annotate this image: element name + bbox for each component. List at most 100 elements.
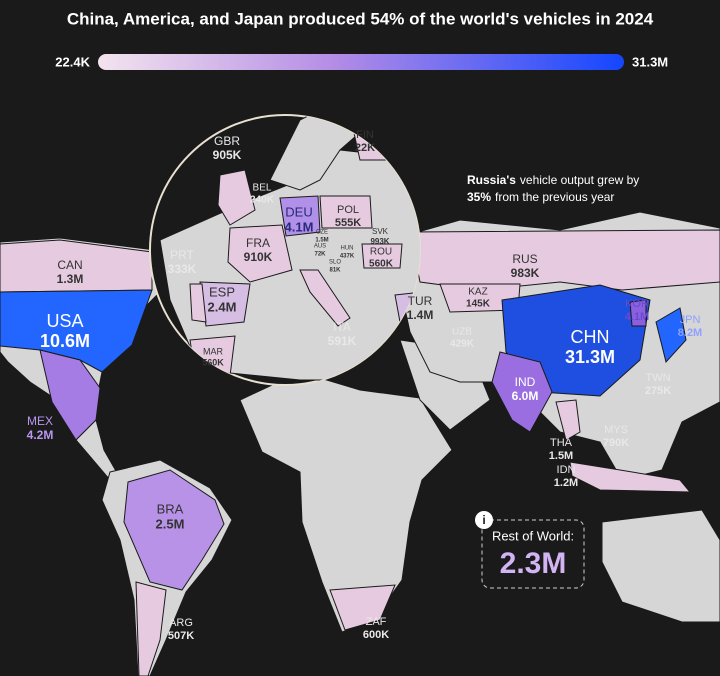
country-code: CHN (571, 327, 610, 347)
legend-max: 31.3M (632, 54, 668, 69)
country-value: 2.5M (156, 516, 185, 531)
country-code: ITA (333, 320, 351, 334)
country-code: SVK (372, 227, 389, 236)
country-value: 72K (314, 252, 326, 258)
annotation-bold: 35% (467, 190, 491, 204)
country-value: 31.3M (565, 347, 615, 367)
country-value: 4.2M (27, 428, 54, 442)
country-code: KAZ (468, 287, 487, 298)
country-value: 429K (450, 339, 475, 350)
country-value: 560K (369, 259, 394, 270)
country-value: 1.3M (57, 272, 84, 286)
country-value: 560K (202, 357, 224, 367)
country-value: 790K (603, 437, 629, 449)
country-value: 1.5M (549, 450, 573, 462)
country-code: ROU (370, 247, 392, 258)
country-code: JPN (680, 314, 701, 326)
country-value: 591K (328, 334, 357, 348)
country-value: 10.6M (40, 331, 90, 351)
russia (409, 229, 720, 291)
country-value: 81K (329, 268, 341, 274)
country-value: 6.0M (512, 389, 539, 403)
country-code: ARG (169, 617, 193, 629)
country-value: 8.2M (678, 327, 702, 339)
rest-of-world-box (481, 519, 585, 589)
annotation-line-1: Russia's vehicle output grew by (467, 173, 639, 187)
country-code: PRT (170, 248, 194, 262)
rest-of-world-label: Rest of World: (492, 528, 574, 543)
country-code: MEX (27, 414, 53, 428)
country-value: 983K (511, 266, 540, 280)
annotation-text: from the previous year (495, 190, 614, 204)
country-code: CZE (316, 230, 328, 236)
rest-of-world-value: 2.3M (500, 547, 567, 580)
country-code: MAR (203, 346, 224, 356)
brazil (123, 469, 225, 591)
central-america (75, 419, 121, 481)
country-value: 275K (645, 385, 671, 397)
south-africa (329, 584, 396, 631)
country-labels: GBR905KFIN22KBEL240KDEU4.1MPOL555KSVK993… (27, 129, 703, 642)
country-value: 2.4M (208, 299, 237, 314)
country-value: 22K (355, 142, 375, 154)
country-code: CAN (57, 258, 82, 272)
country-value: 4.1M (285, 219, 314, 234)
country-value: 507K (168, 630, 194, 642)
info-icon (475, 511, 493, 529)
italy (299, 269, 351, 327)
country-value: 333K (168, 262, 197, 276)
country-code: ESP (209, 284, 235, 299)
romania (361, 243, 403, 269)
india (491, 351, 553, 433)
france (227, 224, 293, 283)
country-code: POL (337, 204, 359, 216)
country-code: USA (46, 311, 83, 331)
country-value: 910K (244, 250, 273, 264)
country-code: THA (550, 437, 573, 449)
country-value: 905K (213, 148, 242, 162)
country-value: 145K (466, 299, 491, 310)
country-code: FRA (246, 236, 270, 250)
country-code: DEU (285, 204, 312, 219)
korea (629, 299, 647, 327)
germany (279, 195, 321, 237)
country-code: GBR (214, 134, 240, 148)
country-value: 437K (340, 254, 355, 260)
country-code: TWN (645, 372, 670, 384)
country-code: UZB (452, 327, 472, 338)
color-scale (98, 54, 624, 70)
country-code: BEL (253, 183, 272, 194)
country-code: IDN (557, 464, 576, 476)
info-icon-glyph: i (482, 513, 485, 527)
uk (217, 169, 256, 226)
country-code: BRA (157, 501, 184, 516)
country-value: 1.4M (407, 308, 434, 322)
country-code: SLO (329, 260, 341, 266)
usa (0, 289, 153, 373)
annotation-line-2: 35% from the previous year (467, 190, 614, 204)
country-code: IND (515, 375, 536, 389)
country-code: KOR (625, 298, 649, 310)
country-code: AUS (314, 244, 326, 250)
argentina (135, 581, 167, 676)
indonesia (569, 461, 692, 493)
country-code: HUN (341, 246, 354, 252)
annotation-bold: Russia's (467, 173, 516, 187)
annotation-text: vehicle output grew by (520, 173, 639, 187)
country-code: RUS (512, 252, 537, 266)
title: China, America, and Japan produced 54% o… (67, 9, 654, 28)
country-value: 240K (250, 195, 275, 206)
legend-min: 22.4K (55, 54, 90, 69)
australia (601, 509, 720, 623)
portugal (189, 283, 207, 323)
country-value: 1.2M (554, 477, 578, 489)
country-value: 555K (335, 217, 361, 229)
country-value: 1.5M (315, 238, 328, 244)
country-value: 993K (370, 237, 389, 246)
country-value: 600K (363, 629, 389, 641)
country-code: MYS (604, 424, 628, 436)
country-code: TUR (408, 294, 433, 308)
poland (319, 195, 373, 229)
